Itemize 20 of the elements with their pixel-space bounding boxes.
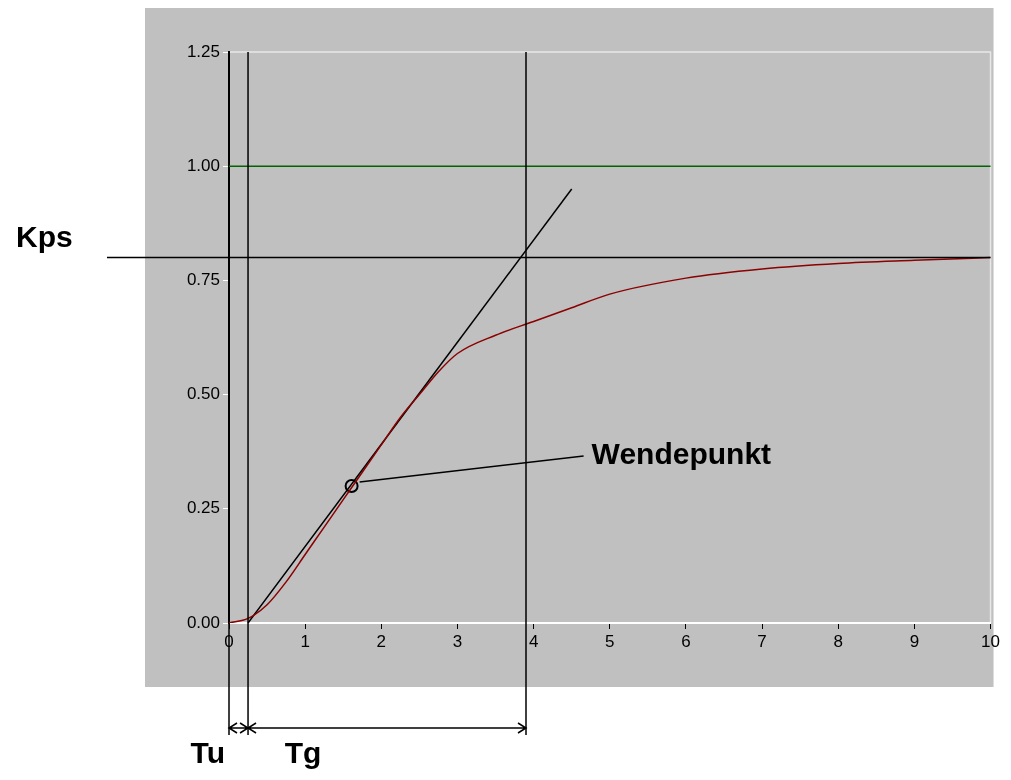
y-tick-label: 1.25 [186,41,220,61]
x-tick-label: 1 [300,631,310,651]
ref-line-label: Kps [16,219,73,253]
x-tick-label: 2 [376,631,387,651]
x-tick-label: 3 [452,631,463,651]
y-tick-label: 1.00 [186,155,220,175]
x-tick-label: 8 [833,631,843,651]
annotation: Wendepunkt [591,437,772,471]
x-tick-label: 10 [981,631,1001,651]
text: Tg [284,736,322,770]
x-tick-label: 4 [528,631,539,651]
x-tick-label: 6 [681,631,691,651]
text: Tu [190,736,225,770]
x-tick-label: 5 [605,631,615,651]
y-tick-label: 0.00 [186,612,220,632]
y-tick-label: 0.25 [186,498,220,518]
x-tick-label: 7 [757,631,767,651]
x-tick-label: 9 [909,631,920,651]
y-tick-label: 0.50 [186,384,220,404]
y-tick-label: 0.75 [186,270,220,290]
